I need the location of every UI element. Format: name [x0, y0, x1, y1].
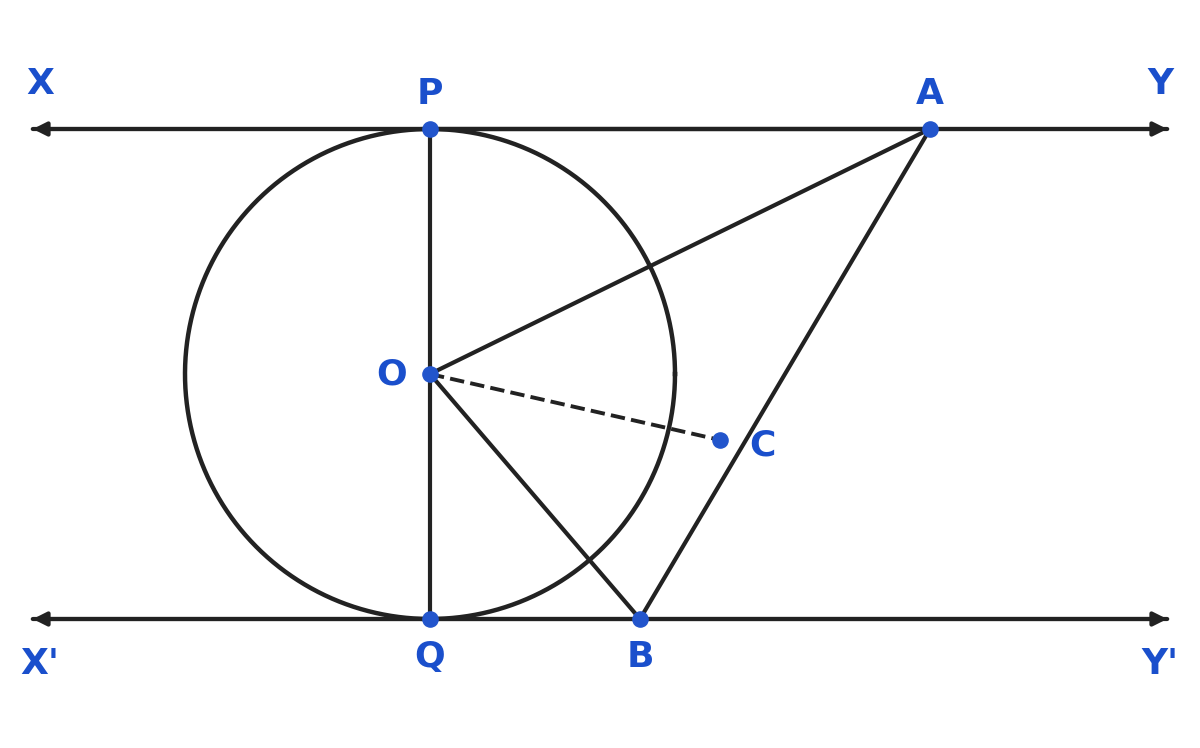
Point [420, 368, 439, 380]
Text: P: P [416, 77, 443, 111]
Text: X': X' [20, 647, 60, 681]
Point [920, 123, 940, 135]
Point [710, 434, 730, 446]
Text: X: X [26, 67, 54, 101]
Point [420, 123, 439, 135]
Text: Q: Q [415, 640, 445, 674]
Text: Y: Y [1147, 67, 1174, 101]
Text: B: B [626, 640, 654, 674]
Text: C: C [749, 428, 775, 462]
Point [420, 613, 439, 625]
Text: Y': Y' [1141, 647, 1178, 681]
Point [630, 613, 649, 625]
Text: A: A [916, 77, 944, 111]
Text: O: O [377, 357, 407, 391]
